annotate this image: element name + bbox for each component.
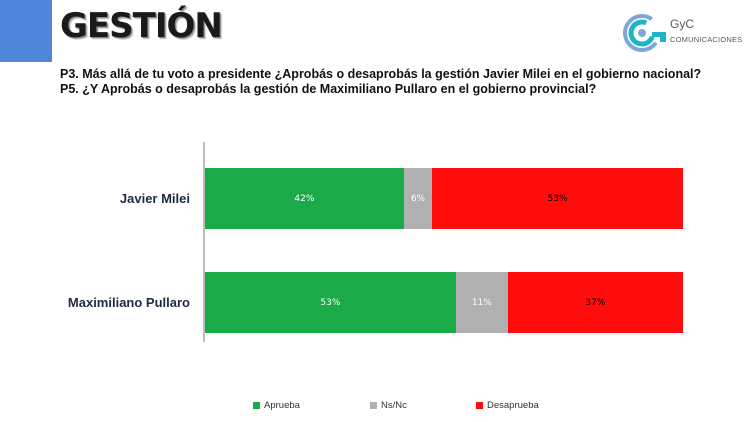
bar-ns-nc-maximiliano-pullaro: 11% <box>455 272 508 333</box>
bar-desaprueba-javier-milei: 53% <box>432 168 683 229</box>
category-label-maximiliano-pullaro: Maximiliano Pullaro <box>67 294 190 310</box>
legend-swatch-ns-nc <box>370 402 377 409</box>
legend-item-ns-nc: Ns/Nc <box>370 400 407 411</box>
question-p3: P3. Más allá de tu voto a presidente ¿Ap… <box>60 67 702 81</box>
legend-swatch-desaprueba <box>476 402 483 409</box>
legend-item-desaprueba: Desaprueba <box>476 400 539 411</box>
bar-ns-nc-javier-milei: 6% <box>403 168 433 229</box>
logo-name: GyC <box>670 17 694 31</box>
chart-axis-line <box>203 142 205 342</box>
gyc-logo-icon <box>623 14 666 52</box>
legend-label-ns-nc: Ns/Nc <box>381 400 407 411</box>
legend-label-aprueba: Aprueba <box>264 400 300 411</box>
legend-label-desaprueba: Desaprueba <box>487 400 539 411</box>
logo-subtitle: COMUNICACIONES <box>670 35 743 44</box>
chart-legend: Aprueba Ns/Nc Desaprueba <box>0 400 750 414</box>
data-label-desaprueba-maximiliano-pullaro: 37% <box>585 297 606 308</box>
category-label-javier-milei: Javier Milei <box>119 190 190 206</box>
question-p5: P5. ¿Y Aprobás o desaprobás la gestión d… <box>60 81 597 96</box>
data-label-aprueba-javier-milei: 42% <box>294 193 315 204</box>
slide-title: GESTIÓN <box>60 6 223 46</box>
data-label-aprueba-maximiliano-pullaro: 53% <box>320 297 341 308</box>
data-label-ns-nc-maximiliano-pullaro: 11% <box>471 297 492 308</box>
bar-aprueba-maximiliano-pullaro: 53% <box>205 272 456 333</box>
gyc-logo: GyC COMUNICACIONES <box>622 8 747 60</box>
legend-item-aprueba: Aprueba <box>253 400 300 411</box>
accent-bar <box>0 0 52 62</box>
data-label-desaprueba-javier-milei: 53% <box>547 193 568 204</box>
data-label-ns-nc-javier-milei: 6% <box>410 193 426 204</box>
questions: P3. Más allá de tu voto a presidente ¿Ap… <box>60 67 740 96</box>
legend-swatch-aprueba <box>253 402 260 409</box>
bar-desaprueba-maximiliano-pullaro: 37% <box>507 272 683 333</box>
bar-aprueba-javier-milei: 42% <box>205 168 404 229</box>
